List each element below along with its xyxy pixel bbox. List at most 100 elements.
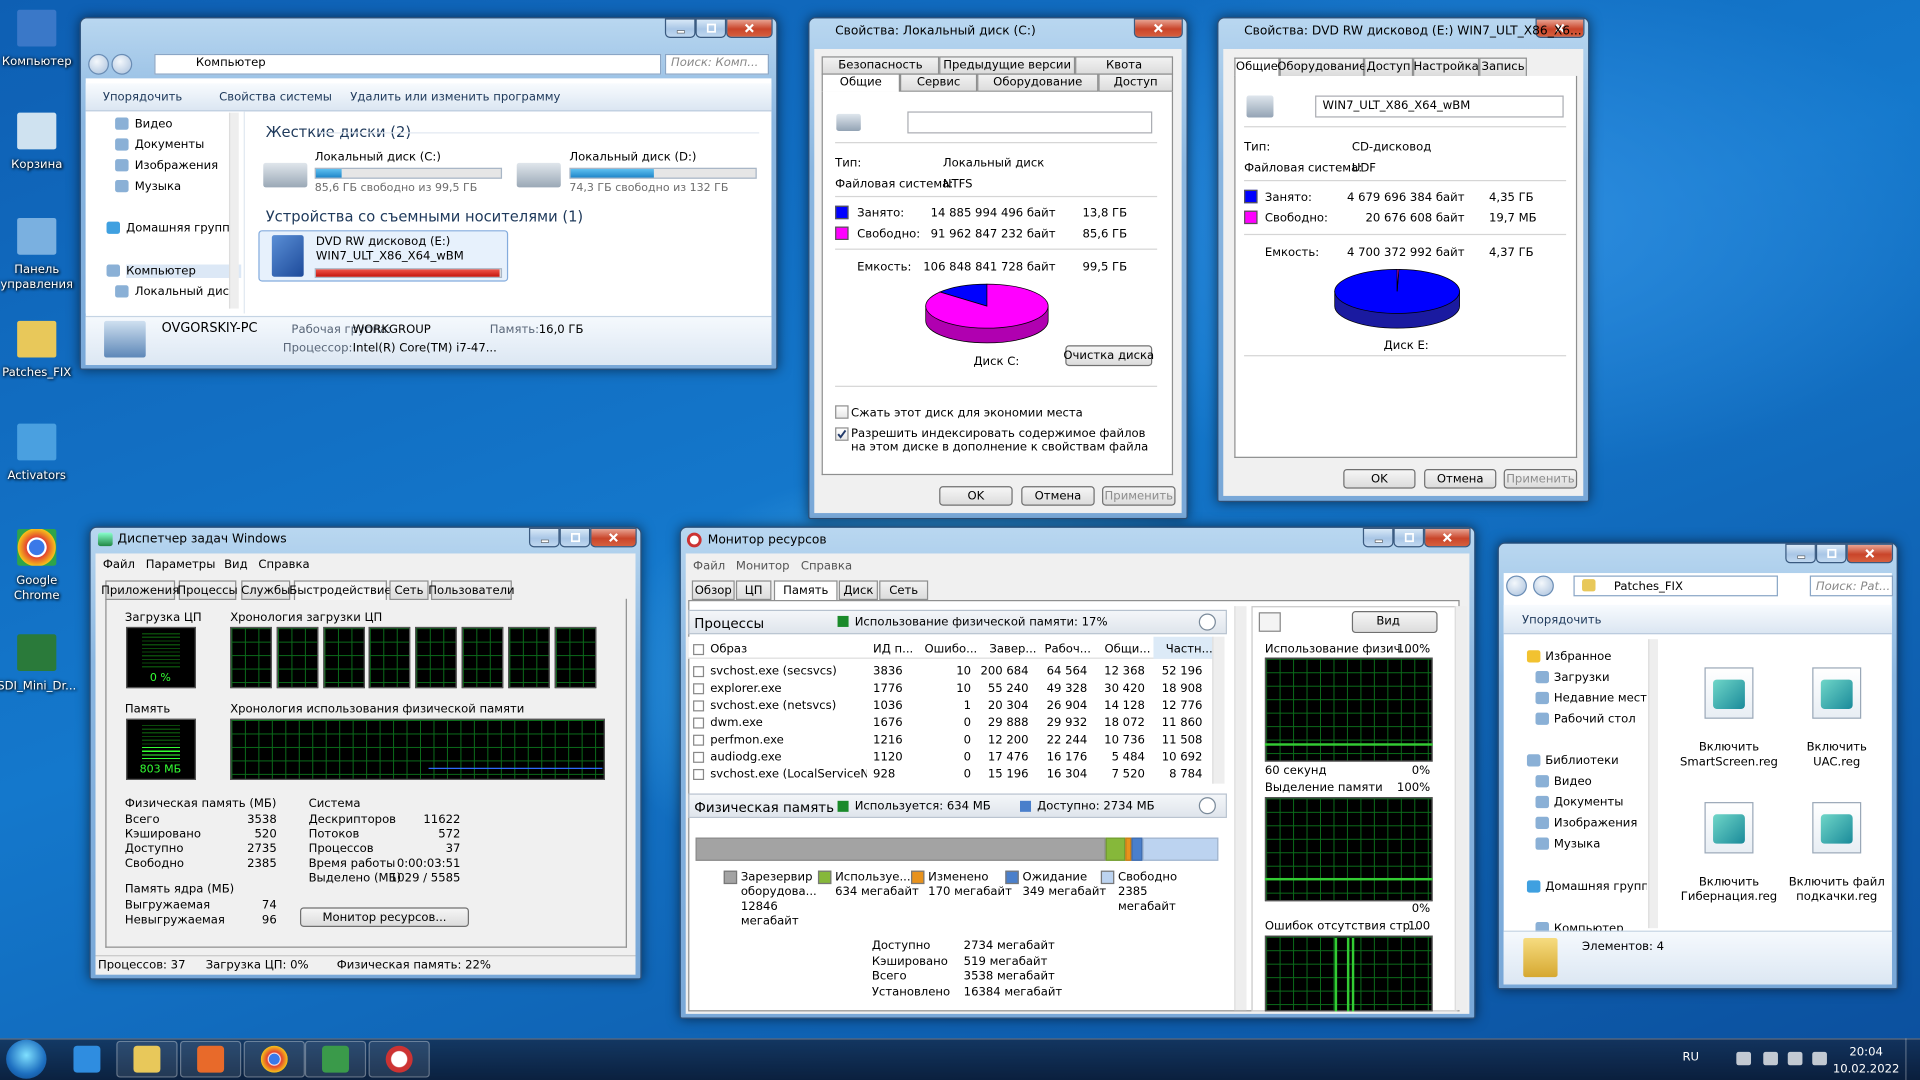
sidebar-item[interactable]: Библиотеки (1545, 754, 1619, 768)
file-name[interactable]: Включить файл подкачки.reg (1788, 875, 1885, 904)
menu-item[interactable]: Вид (224, 558, 248, 572)
tab-label[interactable]: Процессы (177, 584, 238, 598)
caption-button[interactable] (664, 18, 696, 38)
button[interactable] (1424, 468, 1497, 489)
toolbar-item[interactable]: Упорядочить (102, 90, 183, 105)
tab-label[interactable]: Предыдущие версии (943, 58, 1072, 73)
sidebar-item[interactable]: Загрузки (1553, 671, 1610, 685)
column-header[interactable]: Рабоч... (1044, 642, 1091, 657)
menu-item[interactable]: Справка (800, 559, 853, 574)
tab[interactable] (293, 580, 387, 600)
tab-label[interactable]: Оборудование (1277, 60, 1367, 74)
toolbar-item[interactable]: Упорядочить (1522, 613, 1602, 627)
checkbox[interactable] (835, 405, 849, 419)
tab[interactable] (1098, 73, 1174, 92)
checkbox[interactable] (693, 751, 705, 763)
checkbox[interactable] (693, 734, 705, 746)
button-label[interactable]: Вид (1376, 614, 1400, 629)
button-label[interactable]: Применить (1104, 489, 1173, 503)
nav-button[interactable] (1533, 575, 1554, 597)
address-bar[interactable] (154, 53, 662, 75)
clock[interactable]: 20:04 (1849, 1045, 1883, 1060)
tray-icon[interactable] (1812, 1051, 1827, 1066)
tray-icon[interactable] (1736, 1051, 1752, 1066)
address-bar[interactable] (1573, 575, 1778, 597)
tab[interactable] (691, 580, 735, 600)
show-desktop[interactable] (1905, 1038, 1920, 1080)
taskbar-icon[interactable] (73, 1045, 101, 1073)
button[interactable] (1102, 486, 1176, 506)
taskbar-icon[interactable] (385, 1045, 413, 1073)
nav-button[interactable] (88, 53, 109, 75)
file-name[interactable]: Включить UAC.reg (1806, 740, 1867, 769)
file-name[interactable]: Включить SmartScreen.reg (1680, 740, 1778, 769)
sidebar-item[interactable]: Локальный диск (134, 285, 237, 299)
sidebar-item[interactable]: Компьютер (126, 264, 242, 278)
menu-item[interactable]: Файл (102, 558, 135, 572)
sidebar-item[interactable]: Видео (134, 117, 173, 132)
toolbar-item[interactable]: Удалить или изменить программу (350, 90, 561, 105)
button-label[interactable]: Монитор ресурсов... (322, 910, 447, 924)
view-button[interactable] (1351, 611, 1438, 634)
desktop-icon-label[interactable]: SDI_Mini_Dr... (0, 679, 77, 694)
section-header[interactable] (688, 793, 1227, 818)
tab-label[interactable]: Оборудование (993, 75, 1083, 90)
caption-button[interactable] (1362, 527, 1394, 548)
sidebar-item[interactable]: Музыка (134, 180, 182, 194)
section-header[interactable] (688, 609, 1227, 635)
tab-label[interactable]: Диск (843, 584, 874, 598)
checkbox[interactable] (693, 717, 705, 729)
tab[interactable] (735, 580, 772, 600)
expand-button[interactable] (1258, 612, 1281, 632)
sidebar-item[interactable]: Рабочий стол (1553, 712, 1636, 727)
checkbox[interactable] (693, 700, 705, 712)
caption-button[interactable] (1815, 543, 1847, 564)
tab[interactable] (879, 580, 929, 600)
button[interactable] (300, 907, 469, 927)
tab-label[interactable]: Службы (241, 584, 291, 598)
tab-label[interactable]: Обзор (694, 584, 732, 598)
menu-item[interactable]: Файл (693, 559, 726, 574)
desktop-icon-label[interactable]: Activators (7, 468, 66, 483)
column-header[interactable]: Завер... (989, 642, 1037, 657)
file-icon[interactable] (1812, 667, 1862, 719)
tab[interactable] (389, 580, 429, 600)
desktop-icon-label[interactable]: Google Chrome (13, 574, 60, 603)
collapse-button[interactable] (1198, 613, 1216, 631)
taskbar-icon[interactable] (322, 1045, 349, 1073)
tab-label[interactable]: ЦП (744, 584, 763, 598)
button-label[interactable]: OK (967, 489, 985, 503)
taskbar-icon[interactable] (133, 1045, 161, 1073)
desktop-icon-label[interactable]: Patches_FIX (2, 366, 72, 380)
sidebar-item[interactable]: Домашняя группа (1545, 880, 1647, 894)
caption-button[interactable] (559, 527, 591, 548)
sidebar-item[interactable]: Избранное (1545, 650, 1612, 664)
tab-label[interactable]: Настройка (1413, 60, 1479, 74)
desktop-icon-label[interactable]: Компьютер (1, 55, 72, 69)
checkbox[interactable] (693, 666, 705, 678)
tab[interactable] (431, 580, 512, 600)
tab[interactable] (900, 73, 978, 92)
button[interactable] (1021, 486, 1095, 506)
tab[interactable] (821, 73, 900, 92)
sidebar-item[interactable]: Домашняя группа (126, 221, 237, 236)
button[interactable] (1065, 345, 1153, 367)
nav-button[interactable] (1506, 575, 1527, 597)
button-label[interactable]: Отмена (1436, 472, 1484, 486)
tab-label[interactable]: Память (783, 584, 829, 598)
tab-label[interactable]: Безопасность (838, 58, 923, 73)
taskbar-icon[interactable] (197, 1045, 225, 1073)
menu-item[interactable]: Монитор (735, 559, 790, 574)
tray-icon[interactable] (1787, 1051, 1803, 1066)
caption-button[interactable] (528, 527, 560, 548)
tab[interactable] (105, 580, 176, 600)
sidebar-item[interactable]: Недавние места (1553, 691, 1647, 706)
tab-label[interactable]: Доступ (1113, 75, 1158, 90)
tab[interactable] (977, 73, 1099, 92)
tab[interactable] (178, 580, 237, 600)
button[interactable] (1503, 468, 1578, 489)
button[interactable] (1343, 468, 1416, 489)
toolbar-item[interactable]: Свойства системы (219, 90, 332, 105)
name-field[interactable] (1315, 95, 1564, 118)
sidebar-item[interactable]: Видео (1553, 775, 1592, 789)
